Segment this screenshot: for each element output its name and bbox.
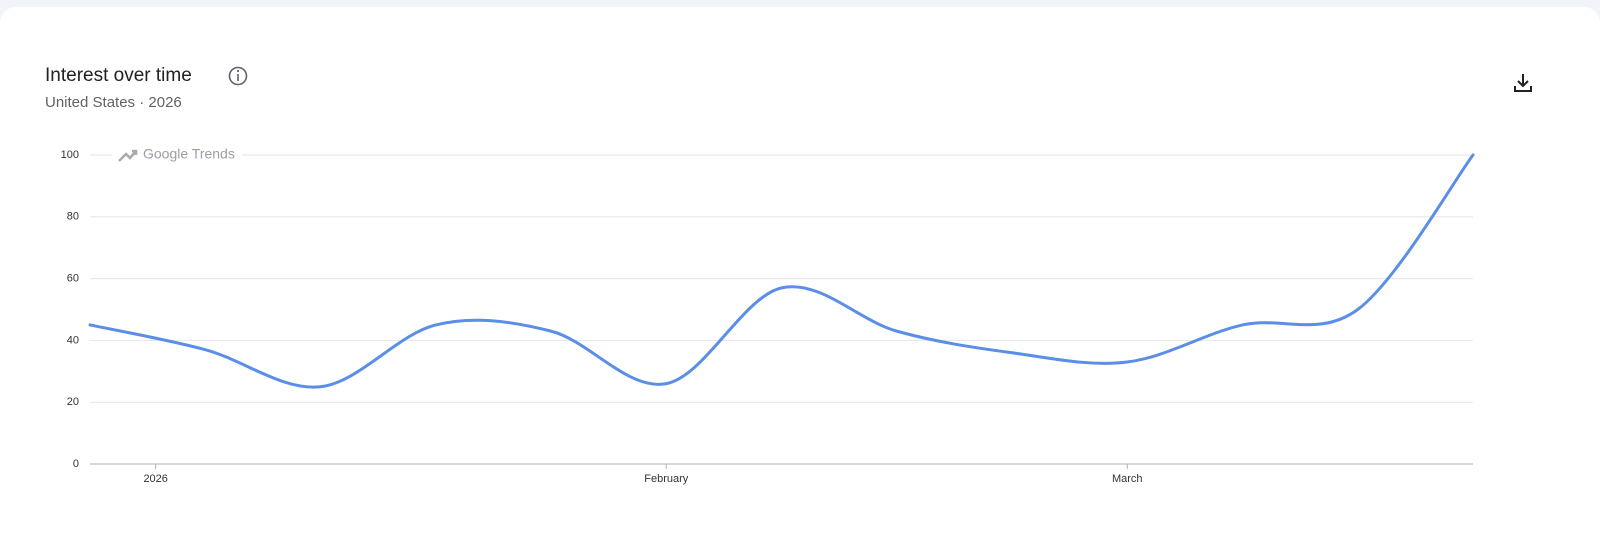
watermark-bg xyxy=(112,145,242,165)
x-tick-label: February xyxy=(644,473,689,485)
watermark-icon xyxy=(118,149,138,162)
y-tick-label: 40 xyxy=(67,334,79,346)
x-tick-label: March xyxy=(1112,473,1143,485)
line xyxy=(88,153,1475,389)
info-icon[interactable] xyxy=(228,66,248,86)
y-tick-label: 60 xyxy=(67,273,79,285)
title: Interest over time xyxy=(45,65,192,86)
y-tick-label: 100 xyxy=(61,149,79,161)
y-tick-label: 0 xyxy=(73,458,79,470)
subtitle: United States · 2026 xyxy=(45,94,182,111)
download-icon[interactable] xyxy=(1514,74,1532,92)
y-tick-label: 20 xyxy=(67,396,79,408)
y-tick-label: 80 xyxy=(67,211,79,223)
watermark: Google Trends xyxy=(143,146,235,162)
x-tick-label: 2026 xyxy=(143,473,167,485)
card xyxy=(0,7,1600,547)
